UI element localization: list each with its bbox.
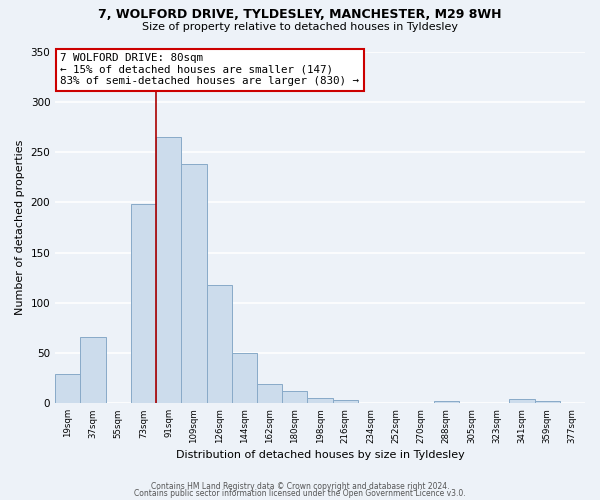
Bar: [156, 137, 181, 404]
Bar: [434, 402, 459, 404]
Bar: [282, 392, 307, 404]
Text: 7, WOLFORD DRIVE, TYLDESLEY, MANCHESTER, M29 8WH: 7, WOLFORD DRIVE, TYLDESLEY, MANCHESTER,…: [98, 8, 502, 20]
Bar: [509, 400, 535, 404]
Text: Size of property relative to detached houses in Tyldesley: Size of property relative to detached ho…: [142, 22, 458, 32]
Bar: [80, 337, 106, 404]
Bar: [257, 384, 282, 404]
Text: 7 WOLFORD DRIVE: 80sqm
← 15% of detached houses are smaller (147)
83% of semi-de: 7 WOLFORD DRIVE: 80sqm ← 15% of detached…: [61, 54, 359, 86]
Bar: [181, 164, 206, 404]
Bar: [232, 353, 257, 404]
Text: Contains public sector information licensed under the Open Government Licence v3: Contains public sector information licen…: [134, 490, 466, 498]
Bar: [206, 284, 232, 404]
Bar: [307, 398, 332, 404]
Bar: [131, 204, 156, 404]
X-axis label: Distribution of detached houses by size in Tyldesley: Distribution of detached houses by size …: [176, 450, 464, 460]
Bar: [535, 402, 560, 404]
Text: Contains HM Land Registry data © Crown copyright and database right 2024.: Contains HM Land Registry data © Crown c…: [151, 482, 449, 491]
Y-axis label: Number of detached properties: Number of detached properties: [15, 140, 25, 315]
Bar: [332, 400, 358, 404]
Bar: [55, 374, 80, 404]
